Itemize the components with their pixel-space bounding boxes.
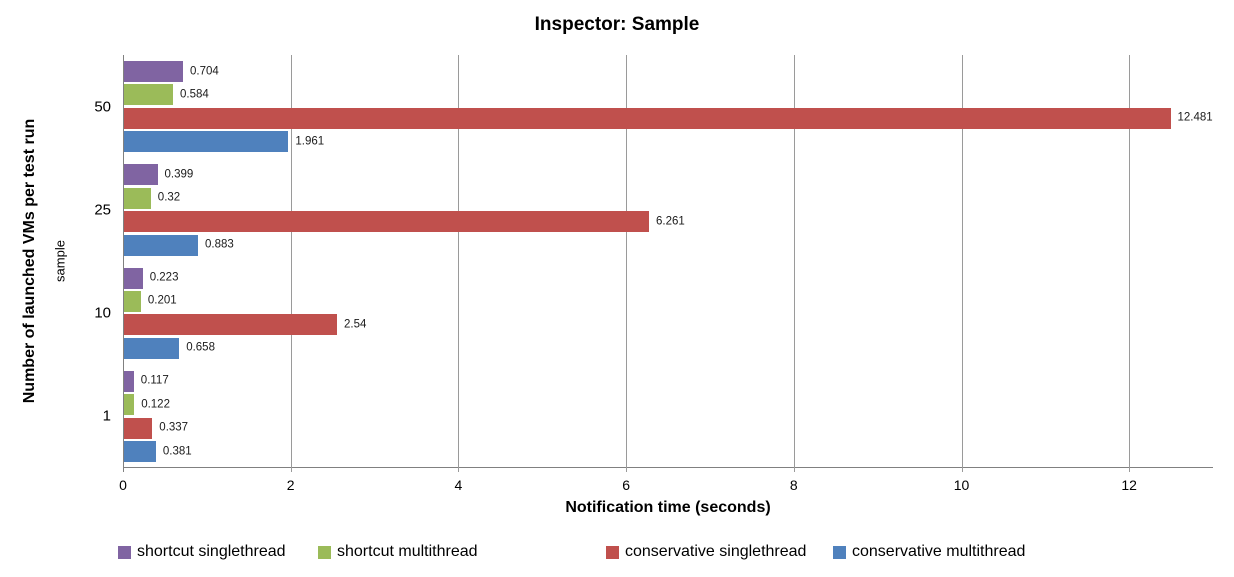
x-axis-title: Notification time (seconds): [565, 499, 771, 516]
legend-item: conservative multithread: [833, 543, 1025, 561]
bar: [124, 290, 141, 312]
gridline: [793, 55, 795, 472]
legend-swatch: [118, 545, 131, 559]
bar: [124, 314, 337, 336]
bar: [124, 211, 649, 233]
x-tick-label: 12: [1121, 477, 1137, 493]
y-axis-subtitle: sample: [52, 240, 68, 282]
bar: [124, 394, 135, 416]
plot-area: 0.704 0.584 12.481 1.961 0.399 0.32 6.261 0.883…: [123, 55, 1213, 472]
bar: [124, 234, 198, 256]
bar-value-label: 0.122: [141, 397, 170, 410]
bar: [124, 107, 1171, 129]
y-axis-title: Number of launched VMs per test run: [21, 118, 38, 404]
y-category-label: 25: [94, 201, 111, 219]
legend-item: shortcut singlethread: [118, 543, 286, 561]
bar-value-label: 0.117: [140, 374, 169, 387]
bar-value-label: 0.883: [205, 238, 234, 251]
legend-swatch: [318, 545, 331, 559]
legend-item: shortcut multithread: [318, 543, 478, 561]
bar-value-label: 0.658: [186, 341, 215, 354]
bar: [124, 61, 183, 82]
bar-value-label: 0.337: [159, 421, 189, 434]
bar-value-label: 0.32: [157, 191, 181, 204]
chart-title: Inspector: Sample: [534, 14, 700, 35]
x-tick-label: 6: [622, 477, 630, 493]
bar-value-label: 12.481: [1177, 111, 1213, 124]
bar: [124, 441, 156, 462]
gridline: [458, 55, 460, 472]
gridline: [1129, 55, 1131, 472]
x-tick-label: 0: [119, 477, 127, 493]
bar: [124, 370, 134, 392]
y-category-label: 50: [94, 98, 111, 116]
legend-label: shortcut multithread: [337, 543, 478, 560]
gridline: [961, 55, 963, 472]
bar-value-label: 0.201: [147, 294, 177, 307]
gridline: [290, 55, 292, 472]
x-tick-label: 10: [953, 477, 970, 493]
bar-value-label: 0.399: [164, 168, 194, 181]
legend-item: conservative singlethread: [606, 543, 806, 561]
bar-value-label: 6.261: [656, 214, 685, 227]
legend-label: shortcut singlethread: [137, 543, 286, 560]
bar: [124, 337, 180, 359]
y-axis-line: [123, 55, 124, 472]
legend-label: conservative multithread: [852, 543, 1026, 560]
y-category-label: 1: [102, 407, 111, 425]
x-tick-label: 2: [286, 477, 295, 493]
legend-swatch: [833, 545, 846, 559]
bar-value-label: 2.54: [344, 318, 367, 331]
x-tick-label: 4: [454, 477, 463, 493]
bar: [124, 84, 173, 106]
x-tick-label: 8: [789, 477, 798, 493]
gridline: [626, 55, 628, 472]
y-category-label: 10: [94, 304, 111, 322]
bar-value-label: 0.704: [190, 64, 219, 77]
bar: [124, 164, 158, 186]
bar: [124, 417, 153, 439]
bar-value-label: 1.961: [295, 134, 325, 147]
bar: [124, 187, 151, 209]
bar: [124, 131, 289, 153]
x-axis-line: [123, 467, 1213, 468]
legend-swatch: [606, 545, 619, 559]
legend-label: conservative singlethread: [625, 543, 807, 560]
bar-value-label: 0.584: [180, 88, 209, 101]
bar-value-label: 0.223: [149, 271, 179, 284]
bar-value-label: 0.381: [162, 444, 192, 457]
bar: [124, 267, 143, 289]
